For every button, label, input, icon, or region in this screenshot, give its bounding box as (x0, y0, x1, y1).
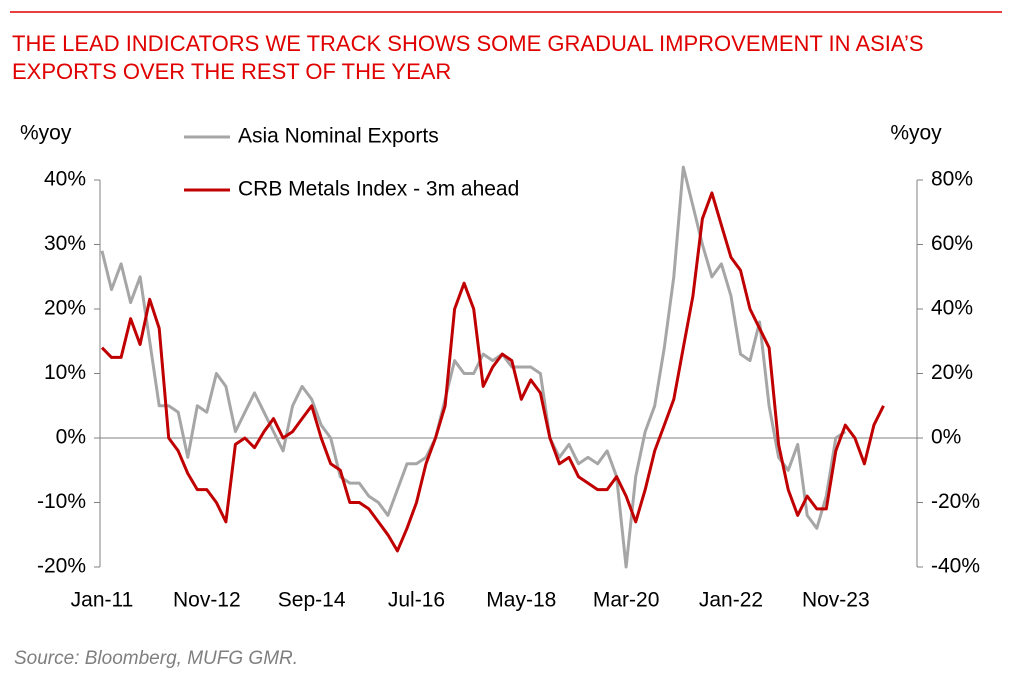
x-tick-label: Jul-16 (388, 589, 445, 612)
x-tick-label: Mar-20 (593, 589, 660, 612)
x-tick-label: Nov-23 (802, 589, 870, 612)
y2-tick-label: 20% (931, 361, 973, 384)
y2-tick-label: 60% (931, 232, 973, 255)
title-box: THE LEAD INDICATORS WE TRACK SHOWS SOME … (12, 31, 924, 84)
y-axis-label: %yoy (20, 122, 72, 145)
series-line (100, 165, 847, 569)
x-tick-label: May-18 (486, 589, 556, 612)
y-tick-label: -10% (37, 490, 86, 513)
y2-axis-label: %yoy (890, 122, 942, 145)
source: Source: Bloomberg, MUFG GMR. (14, 648, 298, 669)
x-tick-label: Sep-14 (278, 589, 346, 612)
y2-tick-label: 40% (931, 297, 973, 320)
legend-label: Asia Nominal Exports (238, 125, 439, 148)
legend-label: CRB Metals Index - 3m ahead (238, 178, 519, 201)
series-line (100, 191, 885, 553)
x-tick-label: Nov-12 (173, 589, 241, 612)
y-tick-label: 10% (44, 361, 86, 384)
x-tick-label: Jan-22 (699, 589, 763, 612)
y2-tick-label: -20% (931, 490, 980, 513)
y-tick-label: 40% (44, 168, 86, 191)
x-tick-label: Jan-11 (71, 589, 134, 612)
y-tick-label: 0% (56, 426, 86, 449)
y2-tick-label: 80% (931, 168, 973, 191)
chart-title: THE LEAD INDICATORS WE TRACK SHOWS SOME … (12, 31, 924, 84)
y2-tick-label: 0% (931, 426, 961, 449)
y2-tick-label: -40% (931, 555, 980, 578)
y-tick-label: -20% (37, 555, 86, 578)
y-tick-label: 20% (44, 297, 86, 320)
y-tick-label: 30% (44, 232, 86, 255)
